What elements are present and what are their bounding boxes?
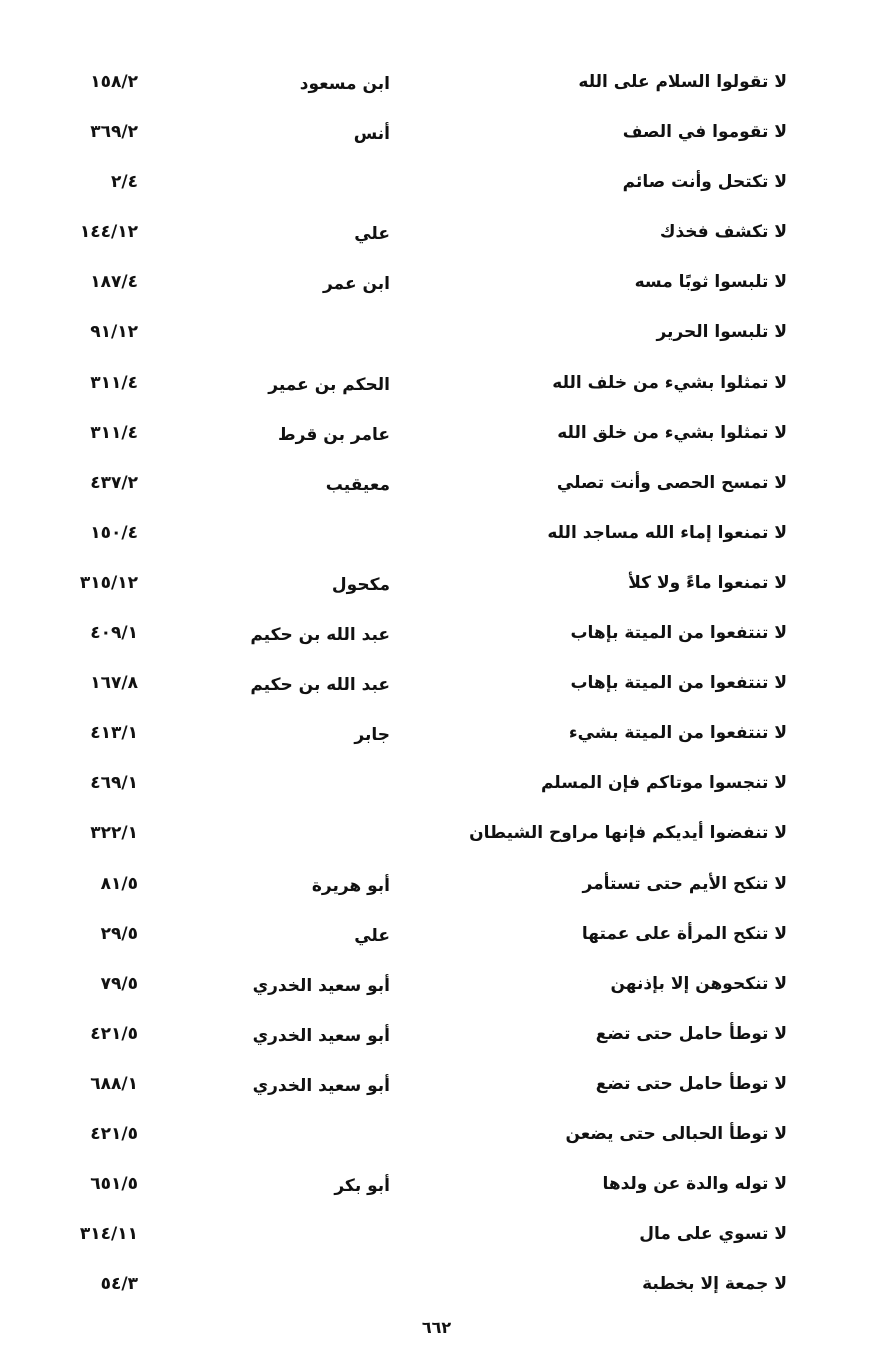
hadith-text: لا توطأ حامل حتى تضع (595, 1073, 787, 1094)
hadith-text: لا تمنعوا إماء الله مساجد الله (547, 522, 787, 543)
hadith-text: لا تمنعوا ماءً ولا كلأ (628, 572, 787, 593)
volume-page-reference: ٣١٤/١١ (79, 1224, 138, 1245)
index-entry: لا تنكح المرأة على عمتها علي ٢٩/٥ (0, 916, 873, 966)
hadith-text: لا تمثلوا بشيء من خلق الله (557, 422, 787, 443)
index-entry: لا تسوي على مال ٣١٤/١١ (0, 1216, 873, 1266)
hadith-text: لا توطأ الحبالى حتى يضعن (565, 1123, 787, 1144)
narrator-name: أبو هريرة (311, 875, 390, 896)
hadith-text: لا تنتفعوا من الميتة بإهاب (570, 623, 787, 644)
narrator-name: معيقيب (325, 474, 390, 495)
index-entry: لا توطأ الحبالى حتى يضعن ٤٢١/٥ (0, 1116, 873, 1166)
index-entry: لا تكتحل وأنت صائم ٢/٤ (0, 164, 873, 214)
volume-page-reference: ٢/٤ (111, 172, 138, 193)
index-entry: لا تنجسوا موتاكم فإن المسلم ٤٦٩/١ (0, 765, 873, 815)
volume-page-reference: ٩١/١٢ (90, 322, 138, 343)
index-entry: لا تقوموا في الصف أنس ٣٦٩/٢ (0, 114, 873, 164)
index-entry: لا تنفضوا أيديكم فإنها مراوح الشيطان ٣٢٢/… (0, 815, 873, 865)
volume-page-reference: ١٦٧/٨ (90, 673, 138, 694)
hadith-text: لا تنتفعوا من الميتة بشيء (568, 723, 787, 744)
volume-page-reference: ٤٦٩/١ (90, 773, 138, 794)
narrator-name: عبد الله بن حكيم (250, 675, 390, 696)
volume-page-reference: ٤٢١/٥ (90, 1023, 138, 1044)
narrator-name: عبد الله بن حكيم (250, 625, 390, 646)
hadith-text: لا تنفضوا أيديكم فإنها مراوح الشيطان (469, 823, 787, 844)
index-entry: لا تنكحوهن إلا بإذنهن أبو سعيد الخدري ٧٩/٥ (0, 966, 873, 1016)
index-entry: لا تلبسوا الحرير ٩١/١٢ (0, 314, 873, 364)
hadith-text: لا تنكح الأيم حتى تستأمر (582, 873, 788, 894)
index-entry: لا تلبسوا ثوبًا مسه ابن عمر ١٨٧/٤ (0, 264, 873, 314)
volume-page-reference: ٤٣٧/٢ (90, 472, 138, 493)
volume-page-reference: ٦٨٨/١ (90, 1073, 138, 1094)
index-entry: لا توله والدة عن ولدها أبو بكر ٦٥١/٥ (0, 1166, 873, 1216)
index-entry: لا تنكح الأيم حتى تستأمر أبو هريرة ٨١/٥ (0, 866, 873, 916)
narrator-name: جابر (354, 725, 390, 746)
volume-page-reference: ١٨٧/٤ (90, 272, 138, 293)
narrator-name: مكحول (331, 574, 390, 595)
index-entry: لا توطأ حامل حتى تضع أبو سعيد الخدري ٤٢١/٥ (0, 1016, 873, 1066)
hadith-text: لا تسوي على مال (639, 1224, 787, 1245)
index-entry: لا تمسح الحصى وأنت تصلي معيقيب ٤٣٧/٢ (0, 465, 873, 515)
narrator-name: أبو سعيد الخدري (252, 1025, 390, 1046)
volume-page-reference: ٣١١/٤ (90, 422, 138, 443)
hadith-text: لا تمثلوا بشيء من خلف الله (552, 372, 787, 393)
volume-page-reference: ٥٤/٣ (100, 1274, 138, 1295)
narrator-name: ابن مسعود (299, 74, 390, 94)
hadith-text: لا توطأ حامل حتى تضع (595, 1023, 787, 1044)
hadith-text: لا جمعة إلا بخطبة (642, 1274, 787, 1295)
narrator-name: عامر بن قرط (278, 424, 390, 445)
volume-page-reference: ٣١٥/١٢ (79, 572, 138, 593)
index-entry: لا توطأ حامل حتى تضع أبو سعيد الخدري ٦٨٨/١ (0, 1066, 873, 1116)
narrator-name: أنس (353, 124, 390, 145)
narrator-name: علي (354, 224, 390, 245)
narrator-name: أبو بكر (334, 1176, 390, 1197)
hadith-text: لا تنتفعوا من الميتة بإهاب (570, 673, 787, 694)
index-entry: لا تقولوا السلام على الله ابن مسعود ١٥٨/٢ (0, 64, 873, 114)
hadith-text: لا تلبسوا الحرير (656, 322, 787, 343)
index-entry: لا تكشف فخذك علي ١٤٤/١٢ (0, 214, 873, 264)
index-entry: لا جمعة إلا بخطبة ٥٤/٣ (0, 1266, 873, 1316)
page-number: ٦٦٢ (421, 1318, 452, 1337)
hadith-text: لا تكشف فخذك (659, 222, 787, 243)
hadith-text: لا تقولوا السلام على الله (578, 72, 787, 92)
volume-page-reference: ٤١٣/١ (90, 723, 138, 744)
volume-page-reference: ٢٩/٥ (100, 923, 138, 944)
volume-page-reference: ١٤٤/١٢ (79, 222, 138, 243)
hadith-text: لا تلبسوا ثوبًا مسه (634, 272, 787, 293)
volume-page-reference: ٨١/٥ (100, 873, 138, 894)
index-entry: لا تمنعوا ماءً ولا كلأ مكحول ٣١٥/١٢ (0, 565, 873, 615)
hadith-text: لا تنجسوا موتاكم فإن المسلم (540, 773, 787, 794)
volume-page-reference: ٤٢١/٥ (90, 1123, 138, 1144)
volume-page-reference: ٣١١/٤ (90, 372, 138, 393)
volume-page-reference: ٣٦٩/٢ (90, 122, 138, 143)
hadith-text: لا تكتحل وأنت صائم (622, 172, 787, 193)
hadith-text: لا توله والدة عن ولدها (602, 1174, 787, 1195)
volume-page-reference: ١٥٠/٤ (90, 522, 138, 543)
hadith-text: لا تمسح الحصى وأنت تصلي (556, 472, 787, 493)
index-entry: لا تنتفعوا من الميتة بإهاب عبد الله بن حك… (0, 615, 873, 665)
volume-page-reference: ١٥٨/٢ (90, 72, 138, 92)
narrator-name: أبو سعيد الخدري (252, 1075, 390, 1096)
narrator-name: الحكم بن عمير (268, 374, 390, 395)
index-entry: لا تنتفعوا من الميتة بشيء جابر ٤١٣/١ (0, 715, 873, 765)
volume-page-reference: ٦٥١/٥ (90, 1174, 138, 1195)
index-entry: لا تنتفعوا من الميتة بإهاب عبد الله بن حك… (0, 665, 873, 715)
index-list: لا تقولوا السلام على الله ابن مسعود ١٥٨/٢ ل… (0, 64, 873, 1316)
volume-page-reference: ٣٢٢/١ (90, 823, 138, 844)
hadith-text: لا تنكح المرأة على عمتها (581, 923, 787, 944)
hadith-text: لا تنكحوهن إلا بإذنهن (610, 973, 788, 994)
narrator-name: أبو سعيد الخدري (252, 975, 390, 996)
index-entry: لا تمنعوا إماء الله مساجد الله ١٥٠/٤ (0, 515, 873, 565)
index-entry: لا تمثلوا بشيء من خلف الله الحكم بن عمير ٣… (0, 365, 873, 415)
narrator-name: علي (354, 925, 390, 946)
volume-page-reference: ٤٠٩/١ (90, 623, 138, 644)
index-entry: لا تمثلوا بشيء من خلق الله عامر بن قرط ٣١١… (0, 415, 873, 465)
hadith-text: لا تقوموا في الصف (622, 122, 787, 143)
narrator-name: ابن عمر (322, 274, 390, 295)
volume-page-reference: ٧٩/٥ (100, 973, 138, 994)
